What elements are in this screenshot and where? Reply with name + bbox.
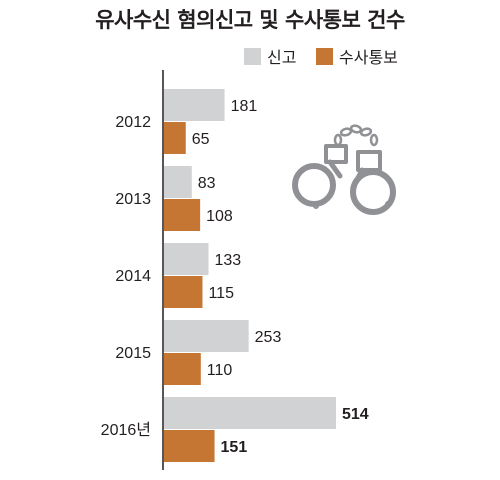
bar-report: [164, 320, 249, 352]
legend-item-report: 신고: [244, 44, 296, 68]
value-label: 181: [231, 98, 258, 115]
value-label: 514: [342, 406, 369, 423]
value-label: 83: [198, 175, 216, 192]
legend-swatch-report: [244, 47, 261, 65]
category-label: 2013: [115, 191, 151, 208]
legend-label-report: 신고: [267, 48, 297, 67]
category-label: 2012: [115, 114, 151, 131]
category-label: 2016년: [101, 421, 151, 439]
bar-notice: [164, 199, 201, 231]
handcuffs-icon: [292, 124, 396, 215]
bar-notice: [164, 122, 186, 154]
legend-label-notice: 수사통보: [339, 48, 398, 67]
value-label: 110: [207, 362, 233, 379]
value-label: 133: [215, 252, 242, 269]
category-label: 2014: [115, 268, 151, 285]
value-label: 108: [206, 208, 233, 225]
bar-notice: [164, 430, 215, 462]
bar-report: [164, 243, 209, 275]
value-label: 253: [255, 329, 282, 346]
bar-report: [164, 397, 336, 429]
legend-swatch-notice: [316, 47, 333, 65]
legend-item-notice: 수사통보: [316, 44, 398, 68]
chart-title: 유사수신 혐의신고 및 수사통보 건수: [95, 8, 405, 32]
bar-report: [164, 166, 192, 198]
category-label: 2015: [115, 345, 151, 362]
bar-notice: [164, 276, 203, 308]
bar-notice: [164, 353, 201, 385]
bar-report: [164, 89, 225, 121]
bars-group: 2012 181 65 2013 83 108 2014 133 115 2015 253 110 20…: [101, 89, 369, 462]
value-label: 151: [221, 439, 248, 456]
value-label: 65: [192, 131, 210, 148]
value-label: 115: [208, 285, 234, 302]
